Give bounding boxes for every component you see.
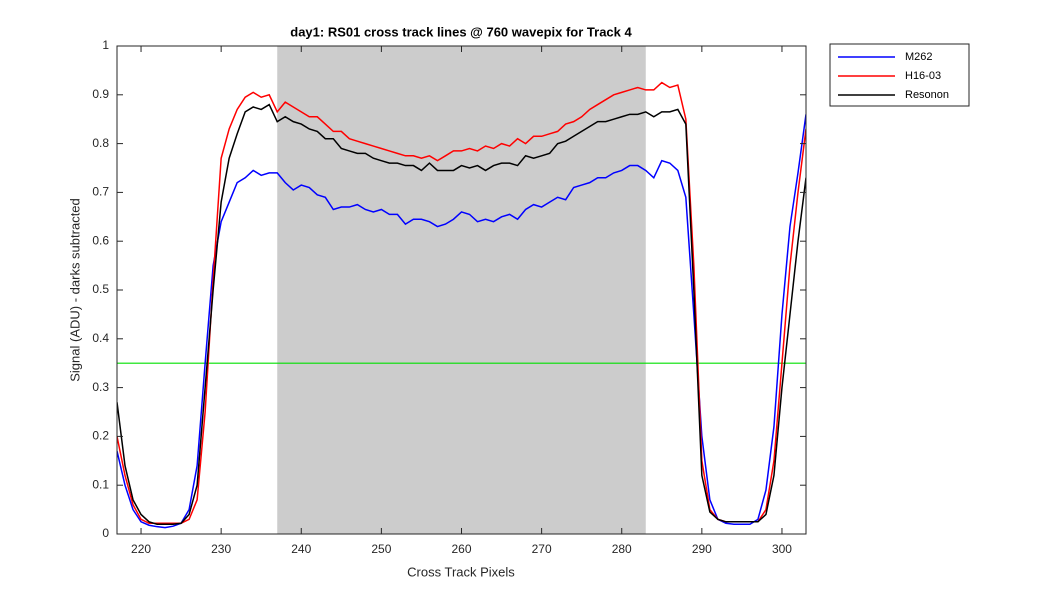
x-tick-label: 260 xyxy=(451,542,471,556)
data-line xyxy=(117,81,806,525)
y-tick-label: 0.6 xyxy=(92,233,109,247)
shaded-region xyxy=(277,46,646,534)
legend-label: Resonon xyxy=(905,89,949,101)
x-tick-label: 270 xyxy=(532,542,552,556)
y-tick-label: 0.3 xyxy=(92,380,109,394)
data-line xyxy=(117,103,806,525)
y-tick-label: 0.1 xyxy=(92,477,109,491)
y-tick-label: 0.4 xyxy=(92,331,109,345)
x-axis-label: Cross Track Pixels xyxy=(407,564,515,579)
y-tick-label: 0.5 xyxy=(92,282,109,296)
legend-label: H16-03 xyxy=(905,70,941,82)
legend-label: M262 xyxy=(905,51,933,63)
y-tick-label: 0.2 xyxy=(92,429,109,443)
y-tick-label: 1 xyxy=(102,38,109,52)
data-line xyxy=(117,114,806,529)
chart-title: day1: RS01 cross track lines @ 760 wavep… xyxy=(290,24,632,39)
x-tick-label: 280 xyxy=(612,542,632,556)
y-tick-label: 0.7 xyxy=(92,185,109,199)
y-tick-label: 0 xyxy=(102,526,109,540)
x-tick-label: 300 xyxy=(772,542,792,556)
x-tick-label: 240 xyxy=(291,542,311,556)
series-group xyxy=(117,81,806,529)
y-axis-label: Signal (ADU) - darks subtracted xyxy=(67,198,82,382)
y-tick-label: 0.8 xyxy=(92,136,109,150)
x-tick-label: 220 xyxy=(131,542,151,556)
x-tick-label: 290 xyxy=(692,542,712,556)
x-tick-label: 230 xyxy=(211,542,231,556)
y-tick-label: 0.9 xyxy=(92,87,109,101)
x-tick-label: 250 xyxy=(371,542,391,556)
